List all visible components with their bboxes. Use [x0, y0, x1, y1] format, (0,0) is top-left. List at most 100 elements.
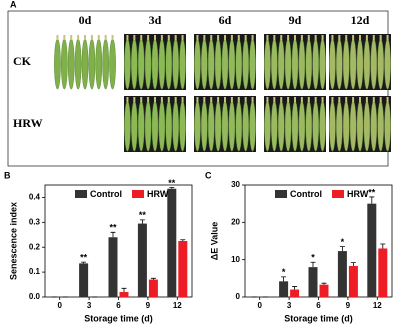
okra [336, 100, 343, 152]
okra-stem [196, 97, 199, 102]
photo [54, 34, 116, 90]
okra-stem [321, 35, 324, 40]
x-tick-label: 9 [346, 301, 351, 310]
okra-stem [280, 35, 283, 40]
okra-stem [147, 97, 150, 102]
okra-stem [359, 35, 361, 40]
significance: * [311, 253, 315, 263]
okra [158, 100, 166, 152]
okra [81, 38, 89, 90]
x-tick-label: 0 [57, 301, 62, 310]
okra [319, 38, 326, 90]
okra [88, 38, 96, 90]
okra-stem [160, 35, 163, 40]
okra-stem [181, 35, 184, 40]
x-tick-label: 3 [87, 301, 92, 310]
okra [179, 38, 186, 90]
legend-label: Control [290, 189, 322, 199]
error-bar [169, 187, 175, 189]
bar [367, 203, 377, 297]
okra-stem [331, 97, 334, 102]
legend-label: Control [90, 189, 122, 199]
okra [271, 38, 278, 90]
okra [342, 100, 350, 152]
error-bar [81, 261, 87, 264]
okra [349, 38, 357, 90]
y-tick-label: 0.2 [29, 242, 41, 251]
okra-stem [307, 35, 310, 40]
okra-stem [300, 35, 303, 40]
okra [329, 100, 336, 152]
okra [298, 38, 306, 90]
okra-stem [126, 97, 129, 102]
okra-stem [352, 35, 355, 40]
okra-stem [217, 35, 220, 40]
legend-swatch [275, 190, 287, 198]
okra-stem [386, 97, 389, 102]
okra-stem [196, 35, 199, 40]
okra-stem [266, 35, 269, 40]
panel-label: A [10, 0, 17, 9]
okra-stem [154, 97, 156, 102]
okra [144, 38, 152, 90]
okra [54, 38, 61, 90]
okra [377, 38, 384, 90]
okra-stem [217, 97, 220, 102]
okra [277, 38, 285, 90]
x-tick-label: 3 [287, 301, 292, 310]
bar [290, 289, 300, 297]
okra [377, 100, 384, 152]
okra [214, 100, 222, 152]
okra [137, 100, 145, 152]
okra-stem [56, 35, 59, 40]
bar [378, 248, 388, 297]
error-bar [139, 219, 145, 224]
okra-stem [345, 35, 348, 40]
okra [95, 38, 103, 90]
okra-stem [266, 97, 269, 102]
okra [137, 38, 145, 90]
row-header: HRW [13, 116, 43, 130]
okra-stem [372, 97, 375, 102]
okra-stem [365, 35, 368, 40]
okra-stem [230, 97, 233, 102]
okra-stem [210, 35, 213, 40]
column-header: 3d [149, 13, 162, 27]
okra-stem [203, 35, 206, 40]
okra [329, 38, 336, 90]
error-bar [339, 246, 345, 252]
okra-stem [372, 35, 375, 40]
photo [329, 34, 391, 90]
x-tick-label: 9 [146, 301, 151, 310]
okra-stem [77, 35, 80, 40]
okra [349, 100, 357, 152]
error-bar [281, 276, 287, 282]
okra [172, 38, 179, 90]
okra-stem [251, 35, 254, 40]
okra [102, 38, 109, 90]
okra [242, 100, 249, 152]
photo [264, 96, 326, 152]
okra [207, 38, 215, 90]
x-tick-label: 12 [373, 301, 382, 310]
okra-stem [379, 35, 382, 40]
y-tick-label: 20 [231, 217, 240, 226]
okra-stem [294, 35, 296, 40]
bar [79, 263, 89, 297]
error-bar [321, 282, 327, 285]
legend-swatch [332, 190, 344, 198]
significance: ** [109, 223, 117, 233]
okra-stem [237, 35, 240, 40]
okra [356, 38, 364, 90]
y-tick-label: 0.1 [29, 267, 41, 276]
okra-stem [167, 97, 170, 102]
okra-stem [203, 97, 206, 102]
okra-stem [133, 97, 136, 102]
y-axis-title: Senescence index [8, 202, 18, 280]
error-bar [380, 243, 386, 249]
okra [151, 38, 159, 90]
okra [124, 100, 131, 152]
okra [172, 100, 179, 152]
x-tick-label: 6 [116, 301, 121, 310]
okra [363, 100, 371, 152]
